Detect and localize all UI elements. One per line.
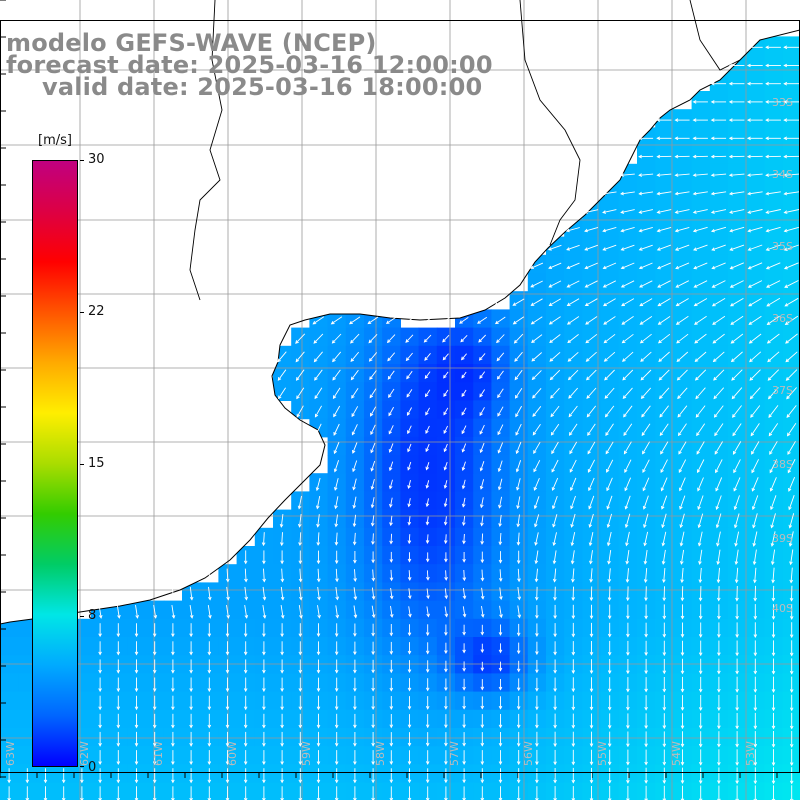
latitude-label: 35S [772,240,793,253]
forecast-date: forecast date: 2025-03-16 12:00:00 [6,51,493,79]
colorbar-tick-label: 8 [88,608,97,623]
colorbar-tick [80,312,84,313]
colorbar [32,160,78,767]
latitude-label: 38S [772,458,793,471]
longitude-label: 54W [670,741,683,766]
longitude-label: 59W [300,741,313,766]
latitude-label: 37S [772,384,793,397]
longitude-label: 58W [374,741,387,766]
colorbar-tick [80,160,84,161]
longitude-label: 53W [744,741,757,766]
colorbar-tick-label: 0 [88,760,97,775]
valid-date: valid date: 2025-03-16 18:00:00 [42,73,483,101]
latitude-label: 36S [772,312,793,325]
longitude-label: 57W [448,741,461,766]
latitude-label: 40S [772,602,793,615]
coastline [0,0,800,625]
longitude-label: 60W [226,741,239,766]
longitude-label: 55W [596,741,609,766]
colorbar-tick-label: 22 [88,304,105,319]
lat-lon-labels: 33S 34S 35S 36S 37S 38S 39S 40S 63W 62W 61W 60W 59W 5… [4,96,793,766]
colorbar-tick-label: 30 [88,152,105,167]
longitude-label: 56W [522,741,535,766]
colorbar-tick [80,464,84,465]
land-mass [0,0,800,624]
latitude-label: 39S [772,532,793,545]
colorbar-tick-label: 15 [88,456,105,471]
longitude-label: 62W [78,741,91,766]
model-title: modelo GEFS-WAVE (NCEP) [6,29,377,57]
colorbar-unit: [m/s] [38,133,72,148]
latitude-label: 34S [772,168,793,181]
colorbar-tick [80,616,84,617]
latitude-label: 33S [772,96,793,109]
wind-vectors [7,45,800,800]
colorbar-tick [80,766,84,767]
longitude-label: 61W [152,741,165,766]
longitude-label: 63W [4,741,17,766]
